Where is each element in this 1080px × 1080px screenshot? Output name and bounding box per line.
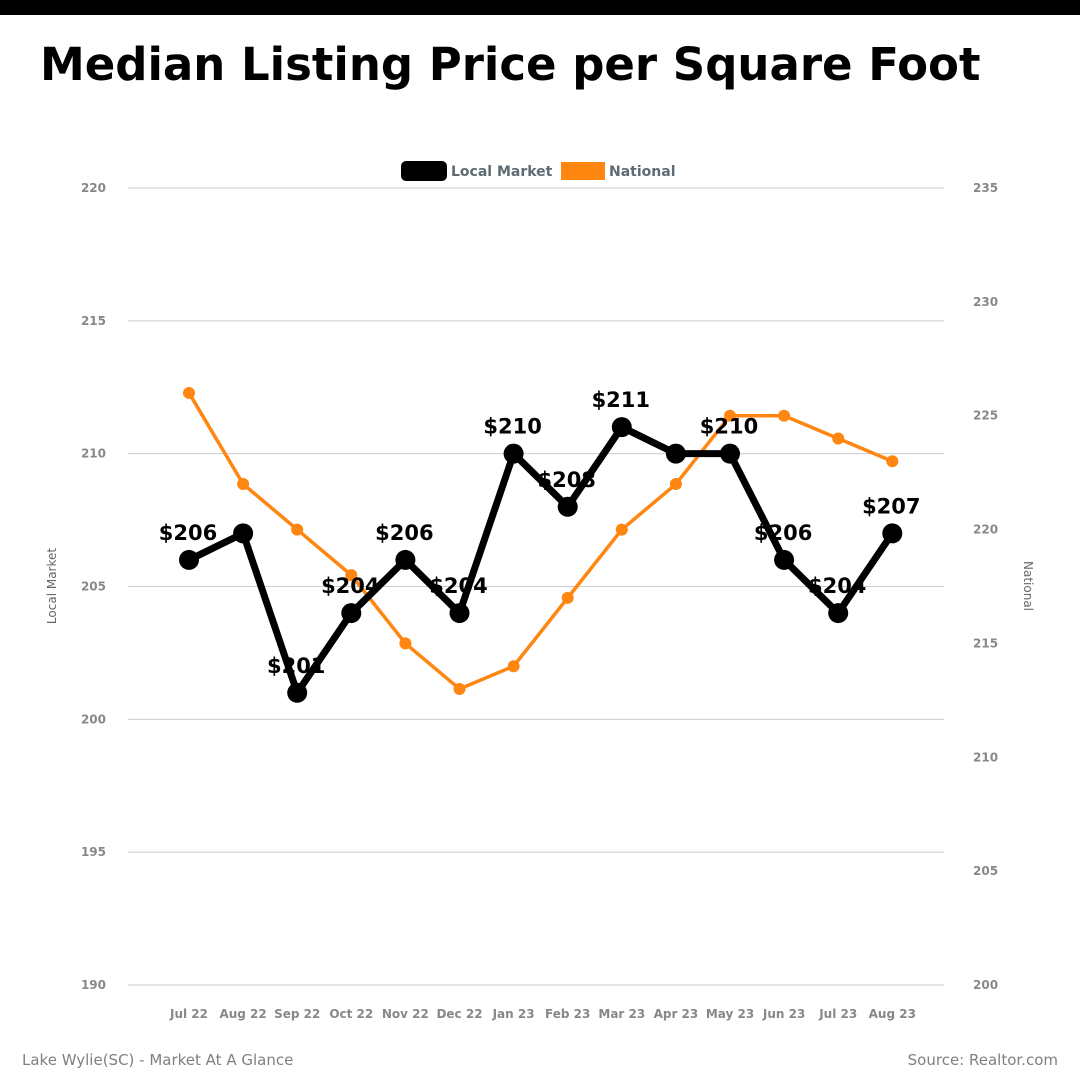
local-market-data-label: $211 xyxy=(592,388,650,412)
left-tick-label: 210 xyxy=(81,447,106,461)
x-tick-label: Aug 22 xyxy=(219,1007,266,1021)
local-market-point[interactable] xyxy=(774,549,795,570)
right-tick-label: 225 xyxy=(973,409,998,423)
national-point[interactable] xyxy=(669,478,682,491)
local-market-point[interactable] xyxy=(341,603,362,624)
national-line xyxy=(187,392,893,691)
left-tick-label: 205 xyxy=(81,580,106,594)
local-market-point[interactable] xyxy=(828,603,849,624)
legend: Local Market National xyxy=(401,161,676,181)
x-tick-label: Sep 22 xyxy=(274,1007,320,1021)
right-tick-label: 235 xyxy=(973,181,998,195)
national-point[interactable] xyxy=(724,409,736,422)
footer-source: Source: Realtor.com xyxy=(907,1051,1058,1069)
right-axis-ticks: 200 205 210 215 220 225 230 235 xyxy=(973,181,998,992)
legend-label-local-market[interactable]: Local Market xyxy=(451,164,553,180)
local-market-point[interactable] xyxy=(287,682,308,703)
left-tick-label: 215 xyxy=(81,314,106,328)
x-tick-label: Jul 22 xyxy=(169,1007,208,1021)
right-tick-label: 220 xyxy=(973,523,998,537)
right-axis-title: National xyxy=(1021,561,1035,611)
right-tick-label: 215 xyxy=(973,636,998,650)
x-tick-label: May 23 xyxy=(706,1007,754,1021)
local-market-data-label: $204 xyxy=(808,574,866,598)
left-tick-label: 220 xyxy=(81,181,106,195)
legend-swatch-national[interactable] xyxy=(561,162,605,180)
local-market-data-label: $206 xyxy=(375,521,433,545)
x-tick-label: Jun 23 xyxy=(762,1007,805,1021)
x-tick-label: Dec 22 xyxy=(436,1007,482,1021)
local-market-data-label: $204 xyxy=(321,574,379,598)
x-tick-label: Apr 23 xyxy=(654,1007,699,1021)
footer-market-name: Lake Wylie(SC) - Market At A Glance xyxy=(22,1051,294,1069)
x-tick-label: Feb 23 xyxy=(545,1007,590,1021)
local-market-point[interactable] xyxy=(503,443,524,464)
local-market-point[interactable] xyxy=(179,549,199,570)
x-tick-label: Mar 23 xyxy=(598,1007,645,1021)
right-tick-label: 200 xyxy=(973,978,998,992)
local-market-data-label: $201 xyxy=(267,654,325,678)
local-market-data-label: $206 xyxy=(159,521,217,545)
right-tick-label: 210 xyxy=(973,750,998,764)
local-market-line xyxy=(187,423,896,697)
national-point[interactable] xyxy=(399,637,412,650)
x-tick-label: Oct 22 xyxy=(329,1007,373,1021)
local-market-point[interactable] xyxy=(557,496,578,517)
national-point[interactable] xyxy=(291,523,304,536)
x-tick-label: Jan 23 xyxy=(492,1007,535,1021)
legend-swatch-local-market[interactable] xyxy=(401,161,447,181)
national-point[interactable] xyxy=(345,569,358,582)
national-point[interactable] xyxy=(507,660,520,673)
local-market-point[interactable] xyxy=(665,443,686,464)
national-series xyxy=(183,386,899,695)
national-point[interactable] xyxy=(778,409,791,422)
local-market-data-label: $210 xyxy=(483,415,541,439)
left-axis-title: Local Market xyxy=(45,548,59,624)
local-market-data-label: $208 xyxy=(537,468,595,492)
x-axis-ticks: Jul 22 Aug 22 Sep 22 Oct 22 Nov 22 Dec 22 Jan … xyxy=(169,1007,916,1021)
left-tick-label: 200 xyxy=(81,712,106,726)
right-tick-label: 205 xyxy=(973,864,998,878)
legend-label-national[interactable]: National xyxy=(609,164,676,180)
national-point[interactable] xyxy=(561,591,574,604)
x-tick-label: Nov 22 xyxy=(382,1007,429,1021)
local-market-data-label: $204 xyxy=(429,574,487,598)
x-tick-label: Aug 23 xyxy=(869,1007,916,1021)
left-tick-label: 190 xyxy=(81,978,106,992)
national-point[interactable] xyxy=(886,455,899,468)
local-market-data-label: $210 xyxy=(700,415,758,439)
national-point[interactable] xyxy=(832,432,845,445)
national-point[interactable] xyxy=(237,478,250,491)
left-axis-ticks: 190 195 200 205 210 215 220 xyxy=(81,181,106,992)
local-market-series xyxy=(179,417,903,703)
chart-title: Median Listing Price per Square Foot xyxy=(40,38,981,91)
national-point[interactable] xyxy=(183,386,195,399)
local-market-point[interactable] xyxy=(449,603,470,624)
local-market-point[interactable] xyxy=(233,523,254,544)
left-tick-label: 195 xyxy=(81,845,106,859)
national-point[interactable] xyxy=(453,682,466,695)
data-labels: $206 $201 $204 $206 $204 $210 $208 $211 $210 $206… xyxy=(159,388,921,678)
local-market-point[interactable] xyxy=(395,549,416,570)
local-market-data-label: $207 xyxy=(862,494,920,518)
national-point[interactable] xyxy=(615,523,628,536)
right-tick-label: 230 xyxy=(973,295,998,309)
local-market-data-label: $206 xyxy=(754,521,812,545)
x-tick-label: Jul 23 xyxy=(818,1007,857,1021)
local-market-point[interactable] xyxy=(611,417,632,438)
local-market-point[interactable] xyxy=(720,443,740,464)
local-market-point[interactable] xyxy=(882,523,903,544)
top-bar xyxy=(0,0,1080,15)
